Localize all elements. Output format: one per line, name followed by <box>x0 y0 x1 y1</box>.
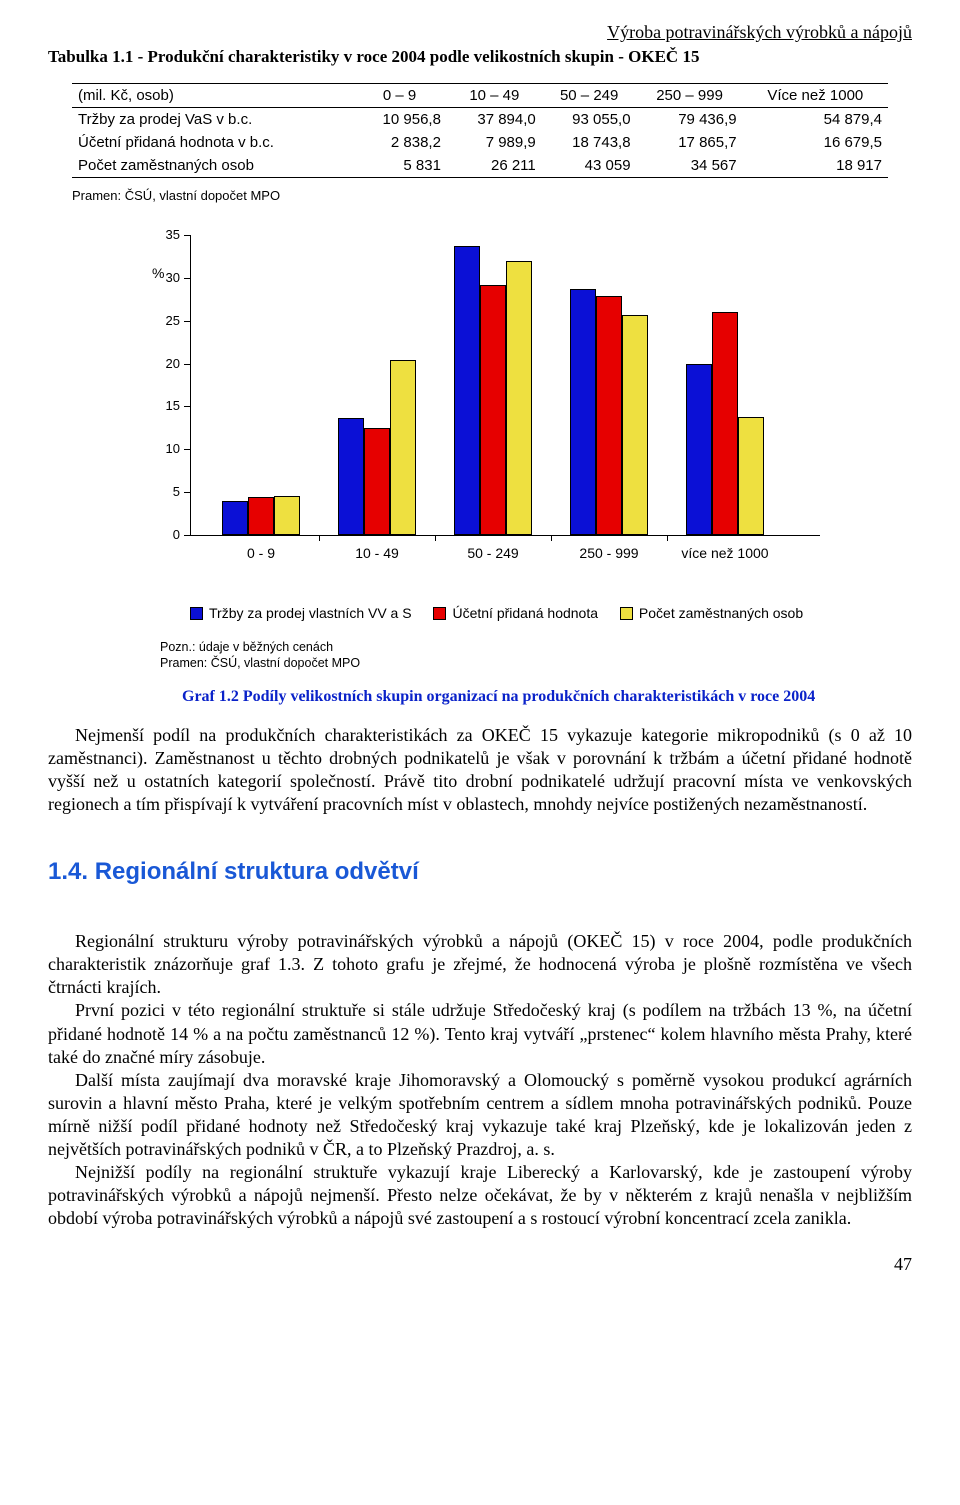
cell: 18 917 <box>743 154 888 178</box>
chart-note-line: Pramen: ČSÚ, vlastní dopočet MPO <box>160 655 912 672</box>
running-header: Výroba potravinářských výrobků a nápojů <box>48 22 912 43</box>
table-header-row: (mil. Kč, osob) 0 – 9 10 – 49 50 – 249 2… <box>72 84 888 108</box>
x-tick <box>319 535 320 541</box>
row-label: Účetní přidaná hodnota v b.c. <box>72 131 352 154</box>
bar <box>222 501 248 535</box>
y-tick <box>184 278 190 279</box>
cell: 43 059 <box>542 154 637 178</box>
cell: 34 567 <box>637 154 743 178</box>
data-table: (mil. Kč, osob) 0 – 9 10 – 49 50 – 249 2… <box>72 83 888 178</box>
category-label: více než 1000 <box>665 545 785 561</box>
legend-label: Počet zaměstnaných osob <box>639 605 803 621</box>
page-number: 47 <box>48 1254 912 1275</box>
y-tick-label: 25 <box>166 313 180 328</box>
legend-item: Počet zaměstnaných osob <box>620 605 803 621</box>
y-tick-label: 15 <box>166 398 180 413</box>
col-header: 250 – 999 <box>637 84 743 108</box>
bar <box>712 312 738 535</box>
y-axis-unit: % <box>152 265 164 281</box>
legend-swatch-icon <box>620 607 633 620</box>
col-header: 0 – 9 <box>352 84 447 108</box>
graph-title: Graf 1.2 Podíly velikostních skupin orga… <box>182 688 912 706</box>
legend-label: Účetní přidaná hodnota <box>452 605 598 621</box>
cell: 26 211 <box>447 154 542 178</box>
bar <box>274 496 300 535</box>
category-label: 50 - 249 <box>433 545 553 561</box>
x-tick <box>667 535 668 541</box>
cell: 10 956,8 <box>352 108 447 132</box>
paragraph: Další místa zaujímají dva moravské kraje… <box>48 1069 912 1161</box>
paragraph: Nejmenší podíl na produkčních charakteri… <box>48 724 912 816</box>
legend-label: Tržby za prodej vlastních VV a S <box>209 605 412 621</box>
y-tick-label: 5 <box>173 484 180 499</box>
section-heading: 1.4. Regionální struktura odvětví <box>48 858 912 886</box>
cell: 54 879,4 <box>743 108 888 132</box>
category-label: 250 - 999 <box>549 545 669 561</box>
x-axis <box>190 535 820 536</box>
y-tick-label: 30 <box>166 270 180 285</box>
bar <box>480 285 506 535</box>
table-row: Počet zaměstnaných osob 5 831 26 211 43 … <box>72 154 888 178</box>
cell: 7 989,9 <box>447 131 542 154</box>
bar <box>364 428 390 535</box>
bar <box>622 315 648 535</box>
bar <box>390 360 416 535</box>
row-label: Tržby za prodej VaS v b.c. <box>72 108 352 132</box>
cell: 5 831 <box>352 154 447 178</box>
chart-note-line: Pozn.: údaje v běžných cenách <box>160 639 912 656</box>
bar <box>738 417 764 535</box>
bar <box>570 289 596 535</box>
table-row: Účetní přidaná hodnota v b.c. 2 838,2 7 … <box>72 131 888 154</box>
col-header: 50 – 249 <box>542 84 637 108</box>
row-label: Počet zaměstnaných osob <box>72 154 352 178</box>
x-tick <box>551 535 552 541</box>
legend-swatch-icon <box>190 607 203 620</box>
paragraph: Regionální strukturu výroby potravinářsk… <box>48 930 912 999</box>
col-header: 10 – 49 <box>447 84 542 108</box>
y-tick <box>184 406 190 407</box>
y-tick <box>184 449 190 450</box>
y-tick <box>184 535 190 536</box>
cell: 93 055,0 <box>542 108 637 132</box>
y-tick-label: 10 <box>166 441 180 456</box>
y-tick <box>184 321 190 322</box>
bar <box>596 296 622 535</box>
y-axis <box>190 235 191 535</box>
y-tick <box>184 364 190 365</box>
cell: 79 436,9 <box>637 108 743 132</box>
legend-item: Tržby za prodej vlastních VV a S <box>190 605 412 621</box>
y-tick-label: 0 <box>173 527 180 542</box>
bar <box>454 246 480 535</box>
table-corner: (mil. Kč, osob) <box>72 84 352 108</box>
table-row: Tržby za prodej VaS v b.c. 10 956,8 37 8… <box>72 108 888 132</box>
cell: 18 743,8 <box>542 131 637 154</box>
paragraph: První pozici v této regionální struktuře… <box>48 999 912 1068</box>
bar <box>248 497 274 535</box>
legend-swatch-icon <box>433 607 446 620</box>
cell: 37 894,0 <box>447 108 542 132</box>
cell: 2 838,2 <box>352 131 447 154</box>
bar <box>686 364 712 535</box>
x-tick <box>435 535 436 541</box>
col-header: Více než 1000 <box>743 84 888 108</box>
paragraph: Nejnižší podíly na regionální struktuře … <box>48 1161 912 1230</box>
bar <box>506 261 532 535</box>
y-tick <box>184 235 190 236</box>
cell: 16 679,5 <box>743 131 888 154</box>
cell: 17 865,7 <box>637 131 743 154</box>
category-label: 10 - 49 <box>317 545 437 561</box>
chart-figure: % 0 5 10 15 20 25 30 35 0 - 910 - 4950 - 249250 … <box>120 225 840 595</box>
legend-item: Účetní přidaná hodnota <box>433 605 598 621</box>
bar <box>338 418 364 535</box>
table-source: Pramen: ČSÚ, vlastní dopočet MPO <box>72 188 912 203</box>
y-tick <box>184 492 190 493</box>
chart-legend: Tržby za prodej vlastních VV a S Účetní … <box>190 605 912 623</box>
category-label: 0 - 9 <box>201 545 321 561</box>
y-tick-label: 35 <box>166 227 180 242</box>
y-tick-label: 20 <box>166 356 180 371</box>
table-title: Tabulka 1.1 - Produkční charakteristiky … <box>48 47 912 67</box>
